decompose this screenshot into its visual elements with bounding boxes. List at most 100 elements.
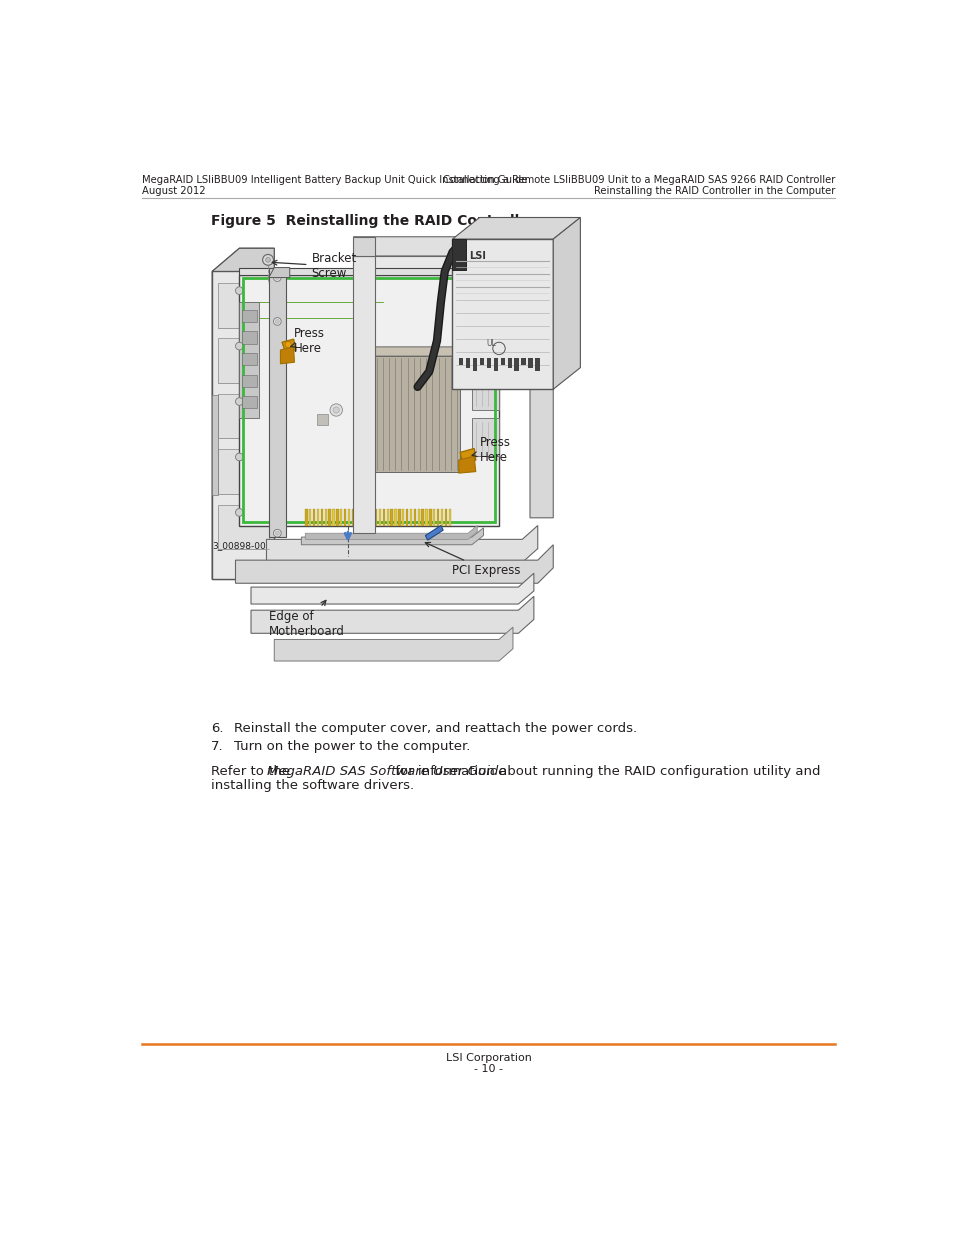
Text: MegaRAID LSIiBBU09 Intelligent Battery Backup Unit Quick Installation Guide: MegaRAID LSIiBBU09 Intelligent Battery B… — [142, 175, 527, 185]
Polygon shape — [521, 358, 525, 364]
Polygon shape — [217, 505, 269, 550]
Polygon shape — [472, 358, 476, 370]
Polygon shape — [313, 509, 315, 526]
Text: - 10 -: - 10 - — [474, 1065, 503, 1074]
Polygon shape — [486, 358, 491, 368]
Polygon shape — [212, 248, 274, 272]
Polygon shape — [316, 414, 328, 425]
Polygon shape — [390, 509, 393, 526]
Circle shape — [262, 254, 274, 266]
Polygon shape — [353, 256, 530, 275]
Polygon shape — [386, 509, 389, 526]
Polygon shape — [440, 509, 443, 526]
Text: Edge of
Motherboard: Edge of Motherboard — [269, 600, 344, 638]
Polygon shape — [530, 237, 553, 517]
Polygon shape — [367, 509, 369, 526]
Polygon shape — [239, 268, 498, 275]
Polygon shape — [269, 268, 286, 537]
Polygon shape — [241, 396, 257, 409]
Polygon shape — [444, 509, 447, 526]
Text: Reinstalling the RAID Controller in the Computer: Reinstalling the RAID Controller in the … — [594, 186, 835, 196]
Text: 6.: 6. — [211, 721, 223, 735]
Polygon shape — [355, 509, 357, 526]
Circle shape — [330, 404, 342, 416]
Polygon shape — [535, 358, 539, 370]
Polygon shape — [282, 340, 295, 353]
Circle shape — [333, 406, 339, 412]
Polygon shape — [217, 450, 269, 494]
Polygon shape — [382, 509, 385, 526]
Polygon shape — [425, 509, 427, 526]
Text: Press
Here: Press Here — [472, 436, 510, 464]
Polygon shape — [217, 338, 269, 383]
Text: MegaRAID SAS Software User Guide: MegaRAID SAS Software User Guide — [267, 764, 506, 778]
Polygon shape — [269, 268, 290, 278]
Text: Figure 5  Reinstalling the RAID Controller: Figure 5 Reinstalling the RAID Controlle… — [211, 215, 535, 228]
Circle shape — [274, 530, 281, 537]
Polygon shape — [459, 448, 476, 464]
Polygon shape — [328, 509, 331, 526]
Text: UL: UL — [486, 340, 496, 348]
Polygon shape — [352, 509, 354, 526]
Polygon shape — [239, 303, 258, 417]
Polygon shape — [348, 509, 350, 526]
Circle shape — [285, 341, 291, 347]
Polygon shape — [452, 217, 579, 240]
Circle shape — [235, 342, 243, 350]
Text: LSI: LSI — [469, 251, 486, 261]
Polygon shape — [266, 526, 537, 562]
Polygon shape — [217, 283, 269, 327]
Polygon shape — [410, 509, 412, 526]
Polygon shape — [493, 358, 497, 370]
Polygon shape — [251, 573, 534, 604]
Polygon shape — [241, 374, 257, 387]
Polygon shape — [332, 509, 335, 526]
Polygon shape — [433, 509, 435, 526]
Polygon shape — [353, 256, 375, 534]
Polygon shape — [274, 627, 513, 661]
Polygon shape — [353, 237, 375, 256]
Polygon shape — [414, 509, 416, 526]
Circle shape — [274, 317, 281, 325]
Text: Connecting a Remote LSIiBBU09 Unit to a MegaRAID SAS 9266 RAID Controller: Connecting a Remote LSIiBBU09 Unit to a … — [442, 175, 835, 185]
Polygon shape — [472, 417, 498, 456]
Polygon shape — [359, 356, 459, 472]
Circle shape — [274, 274, 281, 282]
Polygon shape — [316, 509, 319, 526]
Polygon shape — [452, 240, 466, 270]
Text: LSI Corporation: LSI Corporation — [445, 1053, 532, 1063]
Polygon shape — [217, 394, 269, 438]
Circle shape — [266, 258, 270, 262]
Polygon shape — [378, 509, 381, 526]
Circle shape — [235, 509, 243, 516]
Text: Reinstall the computer cover, and reattach the power cords.: Reinstall the computer cover, and reatta… — [233, 721, 637, 735]
Polygon shape — [212, 395, 217, 495]
Polygon shape — [421, 509, 423, 526]
Text: August 2012: August 2012 — [142, 186, 206, 196]
Text: for information about running the RAID configuration utility and: for information about running the RAID c… — [391, 764, 820, 778]
Polygon shape — [514, 358, 518, 370]
Circle shape — [275, 320, 279, 324]
Text: Turn on the power to the computer.: Turn on the power to the computer. — [233, 740, 470, 753]
Polygon shape — [429, 509, 431, 526]
Polygon shape — [397, 509, 400, 526]
Polygon shape — [500, 358, 505, 364]
Polygon shape — [335, 509, 338, 526]
Polygon shape — [320, 509, 323, 526]
Polygon shape — [465, 358, 470, 368]
Circle shape — [275, 275, 279, 279]
Polygon shape — [425, 526, 443, 540]
Polygon shape — [448, 509, 451, 526]
Polygon shape — [528, 358, 533, 368]
Polygon shape — [452, 240, 553, 389]
Polygon shape — [458, 358, 463, 364]
Text: 7.: 7. — [211, 740, 223, 753]
Text: installing the software drivers.: installing the software drivers. — [211, 779, 414, 792]
Polygon shape — [394, 509, 396, 526]
Polygon shape — [363, 509, 365, 526]
Polygon shape — [340, 509, 342, 526]
Polygon shape — [479, 358, 484, 364]
Text: Bracket
Screw: Bracket Screw — [272, 252, 356, 280]
Polygon shape — [235, 545, 553, 583]
Polygon shape — [553, 217, 579, 389]
